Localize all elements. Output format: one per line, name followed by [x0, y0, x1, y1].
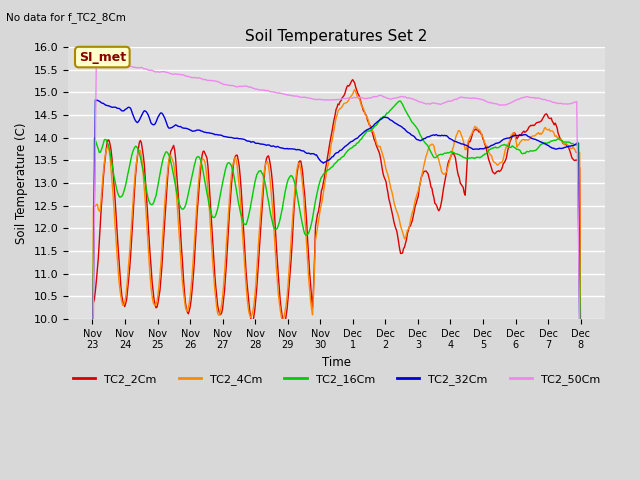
TC2_4Cm — [380, 156, 388, 162]
TC2_2Cm — [490, 169, 497, 175]
TC2_50Cm — [566, 101, 573, 107]
TC2_32Cm — [354, 135, 362, 141]
TC2_50Cm — [577, 396, 584, 402]
Text: SI_met: SI_met — [79, 50, 126, 63]
TC2_50Cm — [321, 97, 329, 103]
TC2_4Cm — [88, 392, 96, 397]
TC2_4Cm — [354, 95, 362, 101]
TC2_32Cm — [380, 114, 388, 120]
TC2_16Cm — [323, 167, 331, 173]
TC2_16Cm — [490, 145, 497, 151]
TC2_2Cm — [577, 368, 584, 373]
TC2_32Cm — [324, 157, 332, 163]
X-axis label: Time: Time — [322, 356, 351, 369]
TC2_4Cm — [577, 357, 584, 363]
TC2_32Cm — [321, 159, 329, 165]
Title: Soil Temperatures Set 2: Soil Temperatures Set 2 — [245, 29, 428, 44]
TC2_16Cm — [396, 98, 403, 104]
TC2_4Cm — [566, 144, 573, 150]
TC2_50Cm — [380, 94, 388, 100]
TC2_4Cm — [351, 86, 358, 92]
Legend: TC2_2Cm, TC2_4Cm, TC2_16Cm, TC2_32Cm, TC2_50Cm: TC2_2Cm, TC2_4Cm, TC2_16Cm, TC2_32Cm, TC… — [68, 370, 605, 390]
TC2_32Cm — [577, 409, 584, 415]
Text: No data for f_TC2_8Cm: No data for f_TC2_8Cm — [6, 12, 126, 23]
Line: TC2_16Cm: TC2_16Cm — [92, 101, 580, 394]
TC2_4Cm — [321, 183, 328, 189]
TC2_50Cm — [88, 373, 96, 379]
TC2_2Cm — [349, 77, 356, 83]
Y-axis label: Soil Temperature (C): Soil Temperature (C) — [15, 122, 28, 244]
Line: TC2_32Cm: TC2_32Cm — [92, 100, 580, 412]
TC2_32Cm — [88, 385, 96, 391]
TC2_2Cm — [321, 175, 328, 181]
TC2_16Cm — [353, 141, 360, 146]
TC2_16Cm — [577, 391, 584, 397]
TC2_16Cm — [566, 140, 573, 145]
TC2_2Cm — [88, 457, 96, 463]
TC2_2Cm — [354, 90, 362, 96]
TC2_50Cm — [354, 95, 362, 100]
TC2_50Cm — [93, 58, 100, 63]
TC2_16Cm — [88, 387, 96, 393]
TC2_4Cm — [323, 165, 331, 171]
TC2_32Cm — [92, 97, 99, 103]
TC2_32Cm — [566, 143, 573, 149]
TC2_16Cm — [379, 114, 387, 120]
Line: TC2_50Cm: TC2_50Cm — [92, 60, 580, 399]
TC2_32Cm — [490, 142, 497, 147]
TC2_2Cm — [380, 174, 388, 180]
TC2_2Cm — [323, 156, 331, 162]
TC2_2Cm — [566, 148, 573, 154]
TC2_50Cm — [490, 100, 497, 106]
TC2_4Cm — [490, 159, 497, 165]
Line: TC2_2Cm: TC2_2Cm — [92, 80, 580, 460]
TC2_16Cm — [321, 170, 328, 176]
TC2_50Cm — [324, 97, 332, 103]
Line: TC2_4Cm: TC2_4Cm — [92, 89, 580, 395]
